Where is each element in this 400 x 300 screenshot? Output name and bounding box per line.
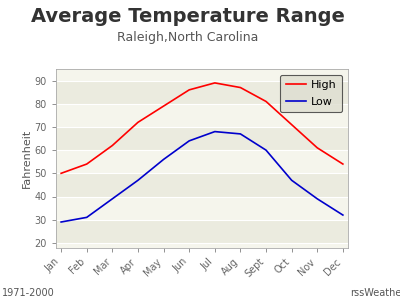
High — [289, 123, 294, 126]
Bar — [56, 104, 348, 127]
Low — [340, 213, 345, 217]
Low — [136, 178, 140, 182]
High — [212, 81, 217, 85]
Low — [187, 139, 192, 143]
Bar — [56, 173, 348, 196]
Bar — [56, 150, 348, 173]
High — [315, 146, 320, 150]
Low — [84, 216, 89, 219]
High — [264, 100, 268, 103]
Bar — [56, 69, 348, 81]
High — [187, 88, 192, 92]
High — [110, 144, 115, 147]
Text: Raleigh,North Carolina: Raleigh,North Carolina — [117, 32, 259, 44]
Low — [264, 148, 268, 152]
Low — [59, 220, 64, 224]
Text: 1971-2000: 1971-2000 — [2, 289, 55, 298]
Legend: High, Low: High, Low — [280, 75, 342, 112]
Low — [161, 158, 166, 161]
Low — [238, 132, 243, 136]
Bar — [56, 243, 348, 248]
Bar — [56, 196, 348, 220]
High — [84, 162, 89, 166]
High — [59, 172, 64, 175]
Bar — [56, 81, 348, 104]
Low — [315, 197, 320, 201]
Y-axis label: Fahrenheit: Fahrenheit — [22, 129, 32, 188]
Text: rssWeather.com: rssWeather.com — [350, 289, 400, 298]
Line: Low: Low — [61, 132, 343, 222]
High — [161, 104, 166, 108]
Bar — [56, 127, 348, 150]
Text: Average Temperature Range: Average Temperature Range — [31, 8, 345, 26]
Low — [110, 197, 115, 201]
High — [136, 121, 140, 124]
Line: High: High — [61, 83, 343, 173]
Low — [212, 130, 217, 134]
Low — [289, 178, 294, 182]
High — [340, 162, 345, 166]
High — [238, 86, 243, 89]
Bar — [56, 220, 348, 243]
